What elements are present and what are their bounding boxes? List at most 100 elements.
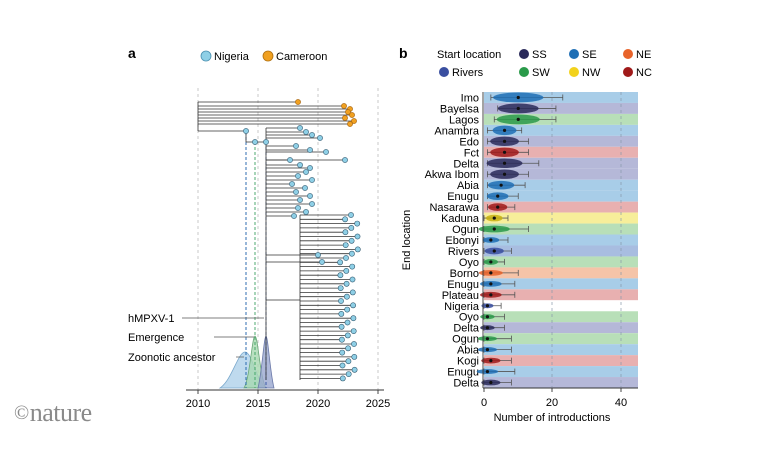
nigeria-tip bbox=[348, 237, 355, 244]
panel-a-tick-2015: 2015 bbox=[246, 398, 270, 410]
median-point bbox=[502, 161, 507, 165]
nigeria-tip bbox=[342, 157, 348, 163]
nigeria-tip bbox=[342, 216, 348, 223]
legend-se-label: SE bbox=[582, 49, 597, 61]
nigeria-tip bbox=[343, 280, 350, 287]
row-label: Ebonyi bbox=[445, 235, 479, 247]
nigeria-tip bbox=[351, 341, 357, 347]
nature-logo: ©nature bbox=[14, 398, 92, 428]
cameroon-tip bbox=[295, 99, 301, 105]
row-label: Nigeria bbox=[444, 301, 480, 313]
row-label: Bayelsa bbox=[440, 103, 480, 115]
copyright-symbol: © bbox=[14, 402, 29, 424]
annotation-emergence: Emergence bbox=[128, 332, 184, 344]
nigeria-tip bbox=[291, 213, 297, 219]
legend-rivers-label: Rivers bbox=[452, 67, 484, 79]
nigeria-tip bbox=[303, 169, 309, 175]
nigeria-tip bbox=[297, 125, 303, 131]
row-label: Borno bbox=[450, 268, 479, 280]
legend-ss-label: SS bbox=[532, 49, 547, 61]
nigeria-tip bbox=[345, 371, 352, 377]
nigeria-tip bbox=[351, 366, 358, 373]
nigeria-tip bbox=[345, 358, 352, 365]
nigeria-tip bbox=[252, 139, 258, 145]
nigeria-tip bbox=[351, 353, 358, 360]
nigeria-tip bbox=[349, 263, 356, 270]
cameroon-tip bbox=[342, 115, 348, 121]
nigeria-tip bbox=[295, 205, 301, 211]
median-point bbox=[485, 315, 490, 319]
nigeria-tip bbox=[243, 128, 249, 134]
nigeria-tip bbox=[349, 289, 356, 296]
nigeria-tip bbox=[342, 242, 349, 248]
nigeria-tip bbox=[342, 229, 349, 236]
row-label: Rivers bbox=[448, 246, 480, 258]
median-point bbox=[489, 271, 493, 275]
nigeria-tip bbox=[309, 132, 315, 138]
nigeria-tip bbox=[338, 310, 345, 317]
nigeria-tip bbox=[348, 212, 354, 218]
nigeria-tip bbox=[343, 267, 350, 274]
row-label: Nasarawa bbox=[429, 202, 479, 214]
annotation-hmpxv1: hMPXV-1 bbox=[128, 313, 174, 325]
nigeria-tip bbox=[317, 135, 323, 141]
nigeria-tip bbox=[338, 336, 345, 343]
row-label: Oyo bbox=[459, 312, 479, 324]
cameroon-tip bbox=[349, 112, 355, 118]
nigeria-tip bbox=[307, 147, 313, 153]
cameroon-tip bbox=[345, 109, 351, 115]
row-band bbox=[484, 311, 638, 323]
nigeria-tip bbox=[354, 246, 361, 253]
phylogenetic-tree bbox=[197, 101, 358, 380]
panel-b-marks bbox=[476, 92, 564, 386]
row-label: Abia bbox=[457, 180, 480, 192]
panel-b-tick-0: 0 bbox=[481, 397, 487, 409]
nigeria-tip bbox=[297, 197, 303, 203]
nigeria-tip bbox=[350, 328, 357, 334]
panel-a-x-ticks bbox=[197, 390, 379, 394]
nigeria-tip bbox=[350, 315, 357, 322]
row-band bbox=[484, 267, 638, 279]
nigeria-tip bbox=[348, 224, 355, 231]
panel-b-tick-40: 40 bbox=[615, 397, 627, 409]
median-point bbox=[489, 293, 493, 297]
row-label: Anambra bbox=[434, 125, 480, 137]
row-band bbox=[484, 278, 638, 290]
row-band bbox=[484, 377, 638, 388]
panel-a-tick-2010: 2010 bbox=[186, 398, 210, 410]
median-point bbox=[489, 358, 493, 363]
row-band bbox=[484, 113, 638, 125]
legend-sw-label: SW bbox=[532, 67, 550, 79]
legend-nc-label: NC bbox=[636, 67, 652, 79]
nigeria-tip bbox=[337, 285, 344, 291]
median-point bbox=[489, 380, 493, 385]
median-point bbox=[489, 282, 493, 286]
legend-cameroon-swatch bbox=[262, 50, 274, 62]
nigeria-tip bbox=[343, 293, 350, 300]
row-band bbox=[484, 179, 638, 191]
legend-nw-label: NW bbox=[582, 67, 601, 79]
panel-a-tick-2025: 2025 bbox=[366, 398, 390, 410]
nature-wordmark: nature bbox=[29, 398, 92, 427]
row-band bbox=[484, 344, 638, 356]
median-point bbox=[502, 128, 507, 132]
row-band bbox=[484, 333, 638, 345]
legend-ss-swatch bbox=[519, 49, 529, 59]
legend-nigeria-swatch bbox=[200, 50, 212, 62]
nigeria-tip bbox=[303, 129, 309, 135]
nigeria-tip bbox=[293, 189, 299, 195]
row-band bbox=[484, 245, 638, 257]
nigeria-tip bbox=[339, 375, 346, 382]
nigeria-tip bbox=[263, 139, 269, 145]
median-point bbox=[496, 205, 500, 209]
nigeria-tip bbox=[350, 302, 356, 309]
nigeria-tip bbox=[338, 298, 344, 304]
row-band bbox=[484, 212, 638, 224]
row-band bbox=[484, 102, 638, 114]
nigeria-tip bbox=[309, 177, 315, 183]
row-band bbox=[484, 223, 638, 235]
nigeria-tip bbox=[297, 162, 303, 168]
row-label: Ogun bbox=[452, 224, 479, 236]
annotation-zoonotic-ancestor: Zoonotic ancestor bbox=[128, 352, 216, 364]
